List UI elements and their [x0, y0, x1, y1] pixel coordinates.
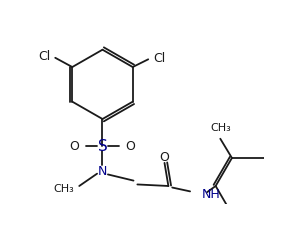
Text: S: S	[98, 139, 107, 154]
Text: Cl: Cl	[153, 51, 165, 64]
Text: O: O	[125, 140, 135, 153]
Text: CH₃: CH₃	[210, 122, 231, 132]
Text: O: O	[160, 151, 169, 164]
Text: O: O	[70, 140, 79, 153]
Text: CH₃: CH₃	[54, 183, 75, 194]
Text: NH: NH	[202, 187, 220, 200]
Text: Cl: Cl	[38, 50, 51, 63]
Text: N: N	[98, 164, 107, 177]
